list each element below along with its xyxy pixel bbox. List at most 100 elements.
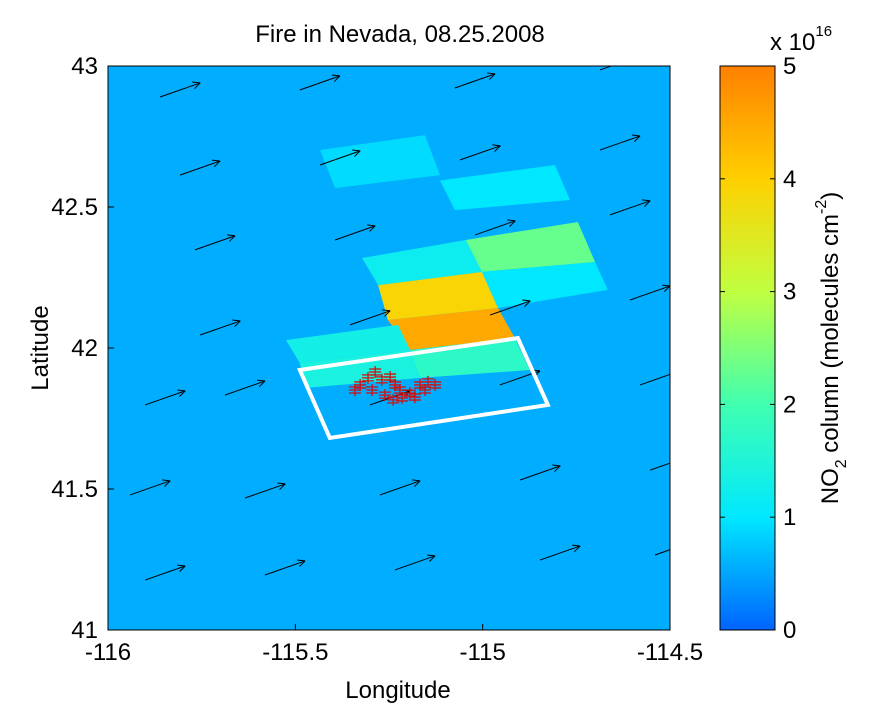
- label-superscript: -2: [813, 200, 830, 214]
- arrow-head: [299, 560, 306, 567]
- arrow-shaft: [349, 310, 391, 326]
- arrow-shaft: [609, 200, 651, 216]
- arrow-head: [177, 564, 186, 567]
- arrow-shaft: [224, 380, 266, 396]
- arrow-shaft: [454, 73, 496, 89]
- cell: [362, 239, 482, 286]
- x-axis-label: Longitude: [345, 677, 450, 704]
- wind-arrow: [599, 55, 640, 71]
- cell: [320, 135, 440, 189]
- wind-arrow: [179, 159, 221, 176]
- arrow-head: [489, 73, 496, 80]
- fire-point: [366, 384, 379, 397]
- arrow-head: [487, 72, 496, 75]
- arrow-head: [297, 559, 306, 562]
- arrow-head: [554, 465, 561, 472]
- wind-arrow: [629, 284, 670, 301]
- label-part: NO: [817, 468, 844, 504]
- arrow-head: [279, 483, 286, 490]
- fire-point: [403, 387, 416, 400]
- arrow-head: [509, 220, 516, 227]
- y-axis-label: Latitude: [27, 305, 54, 390]
- multiplier-text: x 10: [770, 29, 815, 56]
- arrow-head: [429, 555, 436, 562]
- wind-arrow: [379, 479, 421, 496]
- colorbar-tick-label: 0: [783, 617, 796, 644]
- label-part: column (molecules cm: [817, 214, 844, 459]
- arrow-shaft: [539, 545, 581, 561]
- arrow-head: [164, 480, 171, 487]
- y-tick-label: 42: [71, 335, 98, 362]
- arrow-head: [494, 145, 501, 152]
- arrow-head: [177, 389, 186, 392]
- wind-arrow: [489, 299, 531, 316]
- arrow-head: [194, 82, 201, 89]
- arrow-head: [634, 56, 640, 62]
- fire-point: [388, 378, 401, 391]
- wind-arrow: [264, 559, 306, 576]
- arrow-head: [214, 160, 221, 168]
- wind-arrow: [144, 389, 186, 406]
- fire-point: [408, 391, 421, 404]
- wind-arrow: [539, 544, 581, 561]
- fire-point: [421, 375, 434, 388]
- arrow-head: [232, 319, 241, 322]
- wind-arrow: [609, 199, 651, 216]
- arrow-shaft: [299, 75, 341, 91]
- fire-point: [375, 373, 388, 386]
- arrow-shaft: [629, 285, 670, 301]
- arrow-shaft: [475, 220, 516, 236]
- arrow-shaft: [489, 300, 531, 316]
- arrow-head: [552, 464, 561, 467]
- arrow-head: [522, 299, 531, 302]
- cell: [285, 324, 410, 363]
- arrow-head: [369, 225, 376, 232]
- wind-arrow: [349, 309, 391, 326]
- wind-arrow: [200, 319, 241, 336]
- wind-arrow: [334, 224, 376, 241]
- wind-arrow: [394, 554, 436, 571]
- fire-point: [348, 384, 361, 397]
- fire-point: [414, 378, 427, 391]
- arrow-head: [256, 379, 266, 382]
- plot-area: [108, 55, 695, 630]
- wind-arrow: [319, 149, 361, 166]
- wind-arrow: [129, 479, 171, 496]
- arrow-shaft: [379, 480, 421, 496]
- label-part: ): [817, 192, 844, 200]
- arrow-head: [333, 75, 341, 82]
- fire-point: [354, 378, 367, 391]
- arrow-head: [507, 219, 516, 222]
- cell: [481, 261, 608, 308]
- arrow-head: [632, 55, 640, 56]
- wind-arrow: [159, 81, 201, 98]
- arrow-shaft: [129, 480, 171, 496]
- arrow-head: [414, 480, 421, 487]
- arrow-head: [258, 380, 266, 388]
- arrow-head: [632, 134, 641, 137]
- wind-arrow: [454, 72, 496, 89]
- arrow-shaft: [200, 320, 241, 336]
- arrow-head: [642, 199, 651, 202]
- fire-point: [387, 393, 400, 406]
- arrow-head: [687, 540, 695, 541]
- colorbar-tick-label: 5: [783, 53, 796, 80]
- arrow-shaft: [334, 225, 376, 241]
- wind-arrow: [194, 234, 236, 251]
- arrow-shaft: [394, 555, 436, 571]
- wind-arrow: [475, 219, 516, 236]
- arrow-head: [685, 456, 691, 462]
- arrow-head: [212, 159, 221, 162]
- wind-arrow: [599, 134, 641, 151]
- arrow-head: [492, 144, 501, 147]
- arrow-head: [162, 479, 171, 482]
- wind-arrow: [639, 373, 670, 386]
- arrow-head: [277, 482, 286, 485]
- arrow-shaft: [194, 235, 236, 251]
- arrow-head: [572, 544, 581, 547]
- arrow-head: [331, 74, 340, 77]
- wind-arrow: [144, 564, 186, 581]
- cell: [439, 164, 570, 211]
- arrow-head: [644, 200, 651, 207]
- arrow-shaft: [519, 465, 561, 481]
